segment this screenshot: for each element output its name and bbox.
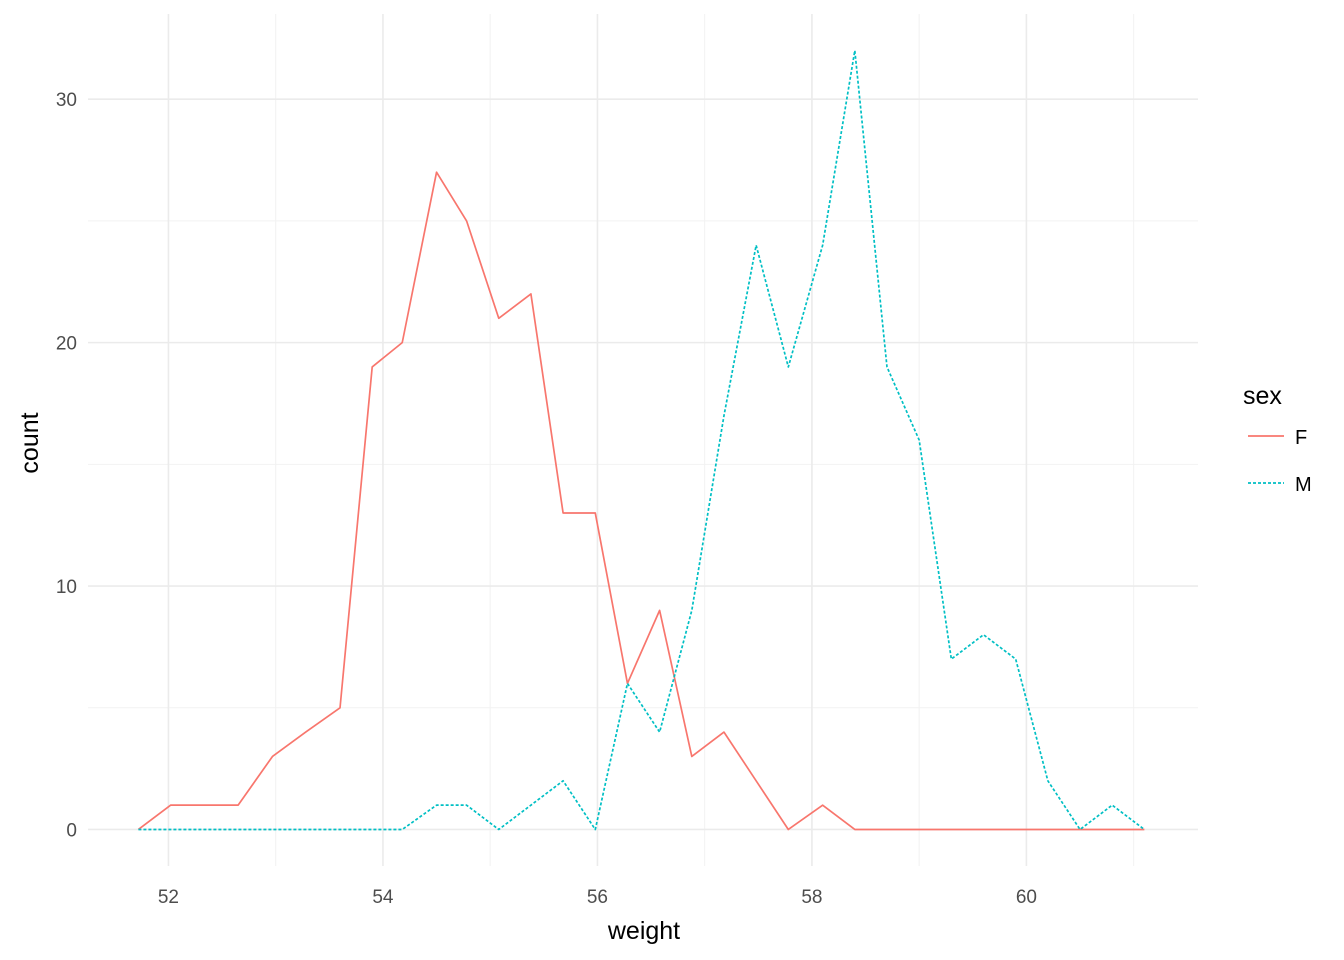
y-tick-label: 30	[56, 90, 77, 111]
series-line-m	[138, 49, 1145, 831]
x-axis-title: weight	[607, 917, 680, 945]
minor-gridlines	[88, 14, 1198, 866]
legend-item-f: F	[1248, 427, 1307, 449]
y-axis-tick-labels: 0 10 20 30	[56, 90, 77, 841]
y-tick-label: 10	[56, 577, 77, 598]
x-tick-label: 54	[372, 887, 394, 908]
legend-label-f: F	[1295, 427, 1307, 449]
x-tick-label: 56	[587, 887, 608, 908]
y-axis-title: count	[16, 412, 44, 473]
series-line-f	[137, 171, 1145, 831]
legend-title: sex	[1243, 382, 1282, 410]
legend-item-m: M	[1248, 474, 1312, 496]
legend: sex F M	[1243, 382, 1312, 496]
x-tick-label: 58	[801, 887, 822, 908]
x-tick-label: 52	[158, 887, 179, 908]
series-lines	[137, 49, 1145, 831]
y-tick-label: 0	[66, 820, 77, 841]
legend-label-m: M	[1295, 474, 1312, 496]
x-tick-label: 60	[1016, 887, 1037, 908]
major-gridlines	[88, 14, 1198, 866]
x-axis-tick-labels: 52 54 56 58 60	[158, 887, 1037, 908]
y-tick-label: 20	[56, 334, 77, 355]
